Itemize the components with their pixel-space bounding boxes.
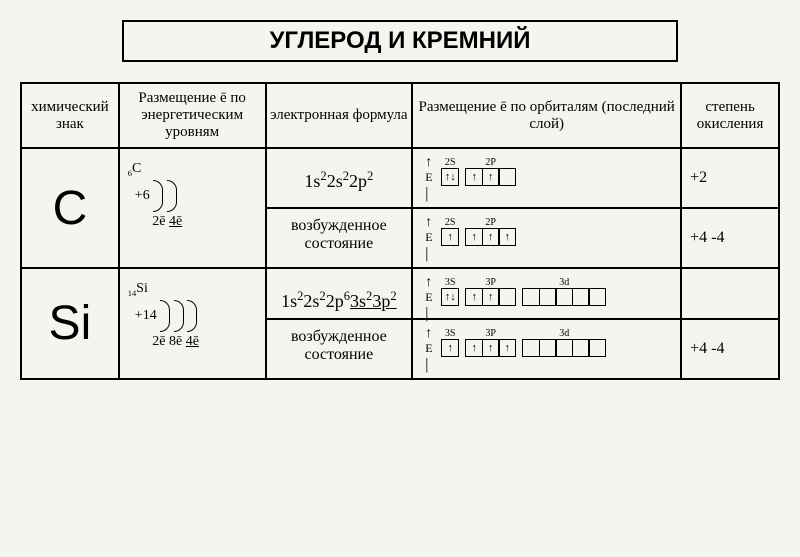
excited-label: возбужденное состояние — [266, 319, 413, 379]
table-row: C 6C +6 2ē 4ē 1s22s22p2 ↑E| 2S↑↓2P↑↑ +2 — [21, 148, 779, 208]
electron-formula: 1s22s22p63s23p2 — [266, 268, 413, 319]
header-row: химический знак Размещение ē по энергети… — [21, 83, 779, 148]
orbital-ground: ↑E| 2S↑↓2P↑↑ — [412, 148, 681, 208]
element-symbol: Si — [21, 268, 119, 379]
shell-diagram: 14Si +14 2ē 8ē 4ē — [119, 268, 266, 379]
orbital-ground: ↑E| 3S↑↓3P↑↑3d — [412, 268, 681, 319]
header-formula: электронная формула — [266, 83, 413, 148]
table-row: Si 14Si +14 2ē 8ē 4ē 1s22s22p63s23p2 ↑E|… — [21, 268, 779, 319]
orbital-excited: ↑E| 2S↑2P↑↑↑ — [412, 208, 681, 268]
page-title: УГЛЕРОД И КРЕМНИЙ — [122, 20, 678, 62]
electron-formula: 1s22s22p2 — [266, 148, 413, 208]
header-levels: Размещение ē по энергетическим уровням — [119, 83, 266, 148]
header-orbitals: Размещение ē по орбиталям (последний сло… — [412, 83, 681, 148]
orbital-excited: ↑E| 3S↑3P↑↑↑3d — [412, 319, 681, 379]
oxidation-excited: +4 -4 — [681, 319, 779, 379]
header-oxidation: степень окисления — [681, 83, 779, 148]
shell-diagram: 6C +6 2ē 4ē — [119, 148, 266, 268]
excited-label: возбужденное состояние — [266, 208, 413, 268]
chemistry-table: химический знак Размещение ē по энергети… — [20, 82, 780, 380]
element-symbol: C — [21, 148, 119, 268]
header-symbol: химический знак — [21, 83, 119, 148]
oxidation-excited: +4 -4 — [681, 208, 779, 268]
oxidation-ground — [681, 268, 779, 319]
oxidation-ground: +2 — [681, 148, 779, 208]
